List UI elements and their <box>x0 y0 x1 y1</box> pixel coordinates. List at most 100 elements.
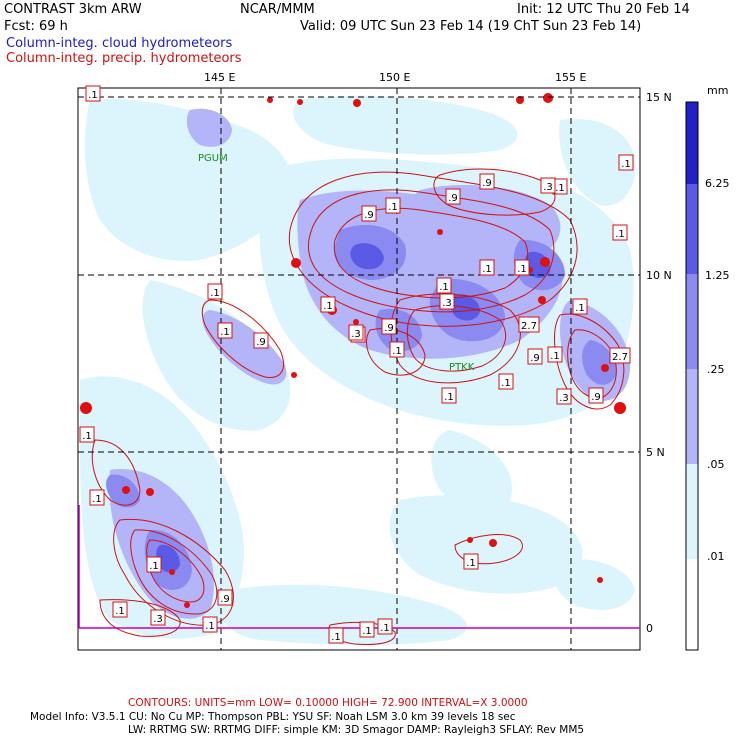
contour-label-box <box>150 609 166 626</box>
contour-label: .1 <box>621 159 631 170</box>
lon-label-150: 150 E <box>379 71 411 84</box>
contour-label-box <box>207 283 223 300</box>
contour-label-box <box>217 589 233 606</box>
contour-info: CONTOURS: UNITS=mm LOW= 0.10000 HIGH= 72… <box>128 697 528 709</box>
contour-label: .1 <box>517 264 527 275</box>
colorbar-band-3 <box>686 274 698 369</box>
colorbar-band-6 <box>686 559 698 650</box>
colorbar-band-5 <box>686 464 698 559</box>
contour-label-box <box>518 316 540 333</box>
contour-label-box <box>348 324 364 341</box>
colorbar-label-2: 1.25 <box>705 269 730 282</box>
colorbar-label-4: .05 <box>707 458 725 471</box>
contour-label-box <box>618 154 634 171</box>
contour-label-box <box>436 277 452 294</box>
contour-label: .1 <box>362 626 372 637</box>
contour-label: .1 <box>615 229 625 240</box>
contour-labels: .1 .1 .1 .1 .1 .1 .1 .1 .1 .1 .1 .1 .1 .1 .1 .1 .1 .1 .1 .1… <box>79 85 634 644</box>
contour-label-box <box>377 618 393 635</box>
contour-label: 2.7 <box>612 352 628 363</box>
contour-label-box <box>445 188 461 205</box>
contour-label: .1 <box>149 561 159 572</box>
contour-label: .1 <box>220 327 230 338</box>
contour-label-box <box>498 373 514 390</box>
colorbar <box>685 101 699 651</box>
contour-label-box <box>540 177 556 194</box>
contour-label: .3 <box>153 614 163 625</box>
station-pgum: PGUM <box>198 153 228 164</box>
lat-label-15n: 15 N <box>646 91 672 104</box>
lat-lon-grid <box>78 88 640 650</box>
contour-label: .1 <box>501 378 511 389</box>
contour-label-box <box>547 346 563 363</box>
contour-label: .9 <box>530 353 540 364</box>
contour-label-box <box>609 347 631 364</box>
model-info-line-2: LW: RRTMG SW: RRTMG DIFF: simple KM: 3D … <box>128 724 585 736</box>
lat-label-5n: 5 N <box>646 446 665 459</box>
colorbar-label-3: .25 <box>707 363 725 376</box>
model-title: CONTRAST 3km ARW <box>4 2 142 17</box>
contour-label: .1 <box>439 282 449 293</box>
contour-label-box <box>359 621 375 638</box>
colorbar-label-5: .01 <box>707 550 725 563</box>
contour-label: .1 <box>205 621 215 632</box>
contour-label-box <box>253 332 269 349</box>
contour-label: .3 <box>442 298 452 309</box>
contour-label: 2.7 <box>521 321 537 332</box>
init-time: Init: 12 UTC Thu 20 Feb 14 <box>517 2 690 17</box>
contour-label-box <box>385 197 401 214</box>
contour-label-box <box>612 224 628 241</box>
forecast-hour: Fcst: 69 h <box>4 19 68 34</box>
lat-label-10n: 10 N <box>646 269 672 282</box>
contour-label: .1 <box>388 202 398 213</box>
contour-label-box <box>361 205 377 222</box>
contour-label: .9 <box>364 210 374 221</box>
contour-label-box <box>381 318 397 335</box>
contour-label: .1 <box>88 90 98 101</box>
contour-label-box <box>479 259 495 276</box>
contour-label-box <box>79 426 95 443</box>
colorbar-band-4 <box>686 369 698 464</box>
contour-label: .9 <box>384 323 394 334</box>
contour-label: .1 <box>444 392 454 403</box>
contour-label: .1 <box>392 346 402 357</box>
contour-label-box <box>320 296 336 313</box>
contour-label-box <box>527 348 543 365</box>
contour-label-box <box>572 298 588 315</box>
lat-label-eq: 0 <box>646 622 653 635</box>
contour-label: .1 <box>210 288 220 299</box>
contour-label: .1 <box>550 351 560 362</box>
model-info-line-1: Model Info: V3.5.1 CU: No Cu MP: Thompso… <box>30 711 516 723</box>
contour-label: .1 <box>323 301 333 312</box>
contour-label: .3 <box>543 182 553 193</box>
contour-label-box <box>112 601 128 618</box>
contour-label-box <box>89 489 105 506</box>
colorbar-band-2 <box>686 184 698 274</box>
contour-label-box <box>202 616 218 633</box>
contour-label: .1 <box>92 494 102 505</box>
contour-label: .1 <box>482 264 492 275</box>
colorbar-unit: mm <box>707 84 729 97</box>
contour-label-box <box>328 627 344 644</box>
contour-label-box <box>85 85 101 102</box>
contour-label-box <box>146 556 162 573</box>
map-frame <box>77 87 641 651</box>
colorbar-band-1 <box>686 102 698 184</box>
lon-label-145: 145 E <box>204 71 236 84</box>
contour-label-box <box>439 293 455 310</box>
valid-time: Valid: 09 UTC Sun 23 Feb 14 (19 ChT Sun … <box>300 19 642 34</box>
contour-label-box <box>556 388 572 405</box>
lon-label-155: 155 E <box>555 71 587 84</box>
colorbar-label-1: 6.25 <box>705 177 730 190</box>
contour-label: .9 <box>482 178 492 189</box>
contour-label-box <box>588 387 604 404</box>
contour-label: .9 <box>591 392 601 403</box>
legend-precip: Column-integ. precip. hydrometeors <box>6 51 242 66</box>
contour-label: .1 <box>555 183 565 194</box>
contour-label-box <box>479 173 495 190</box>
contour-label: .9 <box>448 193 458 204</box>
contour-label: .1 <box>380 623 390 634</box>
contour-label: .1 <box>82 431 92 442</box>
legend-cloud: Column-integ. cloud hydrometeors <box>6 36 233 51</box>
